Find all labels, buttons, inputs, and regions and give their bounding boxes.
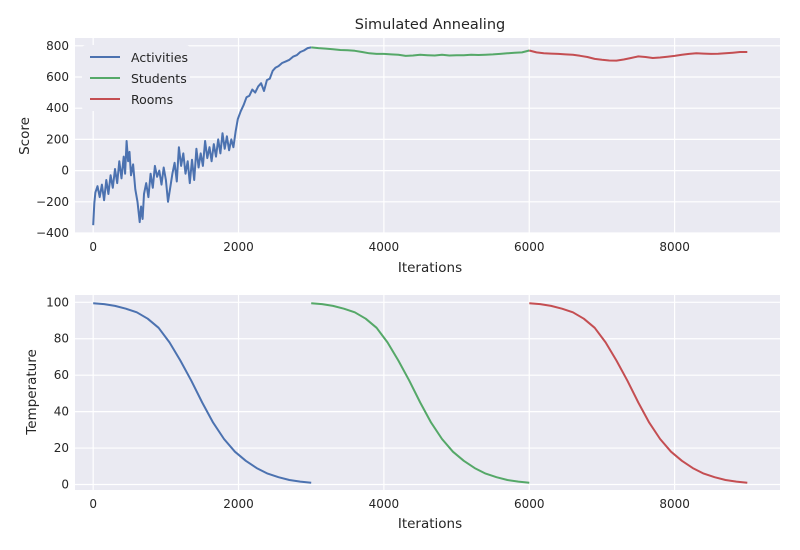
series-line-students (311, 46, 530, 57)
temperature-plot-area (75, 295, 780, 490)
x-tick-label: 4000 (369, 240, 400, 254)
temperature-lines (93, 302, 748, 484)
y-tick-label: −400 (36, 226, 69, 240)
x-tick-label: 4000 (369, 497, 400, 511)
temperature-x-tick-labels: 0 2000 4000 6000 8000 (89, 497, 690, 511)
x-tick-label: 2000 (223, 497, 254, 511)
temperature-gridlines (75, 295, 780, 490)
temperature-x-axis-label: Iterations (398, 516, 462, 532)
x-tick-label: 0 (89, 497, 97, 511)
y-tick-label: −200 (36, 195, 69, 209)
y-tick-label: 400 (46, 101, 69, 115)
score-panel: 0 2000 4000 6000 8000 −400−2000200400600800 … (17, 17, 780, 276)
y-tick-label: 40 (54, 405, 69, 419)
temperature-y-axis-label: Temperature (24, 349, 40, 436)
temperature-panel: 0 2000 4000 6000 8000 0 20 40 60 80 100 Iteration… (24, 295, 780, 532)
legend: Activities Students Rooms (82, 45, 190, 111)
y-tick-label: 60 (54, 368, 69, 382)
x-tick-label: 2000 (223, 240, 254, 254)
x-tick-label: 8000 (659, 497, 690, 511)
y-tick-label: 20 (54, 441, 69, 455)
legend-label-students: Students (131, 71, 187, 86)
score-plot-area (75, 38, 780, 233)
y-tick-label: 0 (61, 164, 69, 178)
y-tick-label: 600 (46, 70, 69, 84)
score-lines (92, 46, 748, 226)
series-line-activities (93, 302, 312, 484)
x-tick-label: 6000 (514, 240, 545, 254)
x-tick-label: 8000 (659, 240, 690, 254)
y-tick-label: 800 (46, 39, 69, 53)
series-line-rooms (529, 302, 748, 484)
score-y-tick-labels: −400 −200 0 200 400 600 800 (36, 39, 69, 240)
temperature-y-tick-labels: 0 20 40 60 80 100 (46, 295, 69, 491)
legend-box (82, 45, 190, 111)
series-line-activities (92, 46, 312, 226)
score-x-axis-label: Iterations (398, 260, 462, 276)
score-y-axis-label: Score (17, 117, 33, 155)
chart-title: Simulated Annealing (355, 17, 505, 33)
x-tick-label: 0 (89, 240, 97, 254)
legend-label-rooms: Rooms (131, 92, 173, 107)
y-tick-label: 0 (61, 478, 69, 492)
y-tick-label: 100 (46, 295, 69, 309)
y-tick-label: 80 (54, 332, 69, 346)
score-x-tick-labels: 0 2000 4000 6000 8000 (89, 240, 690, 254)
x-tick-label: 6000 (514, 497, 545, 511)
y-tick-label: 200 (46, 132, 69, 146)
series-line-students (311, 302, 530, 484)
legend-label-activities: Activities (131, 50, 188, 65)
series-line-rooms (529, 49, 748, 62)
